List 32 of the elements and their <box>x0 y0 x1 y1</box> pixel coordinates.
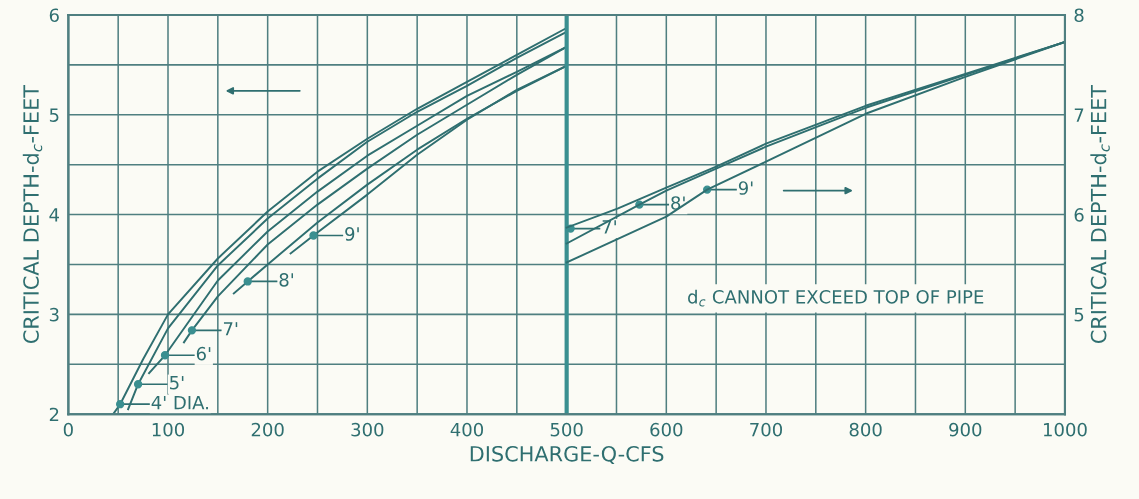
annotation: 8' <box>671 196 685 210</box>
x-tick-label: 800 <box>849 422 882 437</box>
x-tick-label: 1000 <box>1043 422 1087 437</box>
x-tick-label: 0 <box>63 422 73 437</box>
x-tick-label: 700 <box>750 422 783 437</box>
annotation: 7' <box>223 322 238 336</box>
y2-tick-label: 5 <box>1074 308 1084 322</box>
y2-tick-label: 7 <box>1074 108 1084 122</box>
x-tick-label: 100 <box>152 422 185 437</box>
x-tick-label: 400 <box>450 422 484 437</box>
x-tick-label: 500 <box>550 422 583 437</box>
annotation: 8' <box>279 273 294 287</box>
x-axis-title: DISCHARGE-Q-CFS <box>470 445 664 465</box>
y-tick-label: 6 <box>49 8 59 23</box>
annotation: 9' <box>345 227 359 241</box>
annotation: d$_{c}$ CANNOT EXCEED TOP OF PIPE <box>688 289 984 307</box>
x-tick-label: 900 <box>949 422 982 437</box>
x-tick-label: 300 <box>351 422 384 437</box>
y2-tick-label: 8 <box>1074 8 1084 23</box>
y2-tick-label: 6 <box>1074 208 1084 222</box>
x-tick-label: 200 <box>251 422 284 437</box>
y-axis-title: CRITICAL DEPTH-d$_{c}$-FEET <box>22 84 43 344</box>
annotation: 4' DIA. <box>151 396 208 410</box>
annotation: 6' <box>196 346 211 361</box>
y2-axis-title: CRITICAL DEPTH-d$_{c}$-FEET <box>1090 84 1110 344</box>
x-tick-label: 600 <box>650 422 683 437</box>
y-tick-label: 2 <box>49 407 59 422</box>
y-tick-label: 3 <box>49 307 59 322</box>
annotation: 9' <box>738 181 753 195</box>
y-tick-label: 4 <box>49 208 59 222</box>
annotation: 5' <box>170 376 184 390</box>
y-tick-label: 5 <box>49 108 59 122</box>
